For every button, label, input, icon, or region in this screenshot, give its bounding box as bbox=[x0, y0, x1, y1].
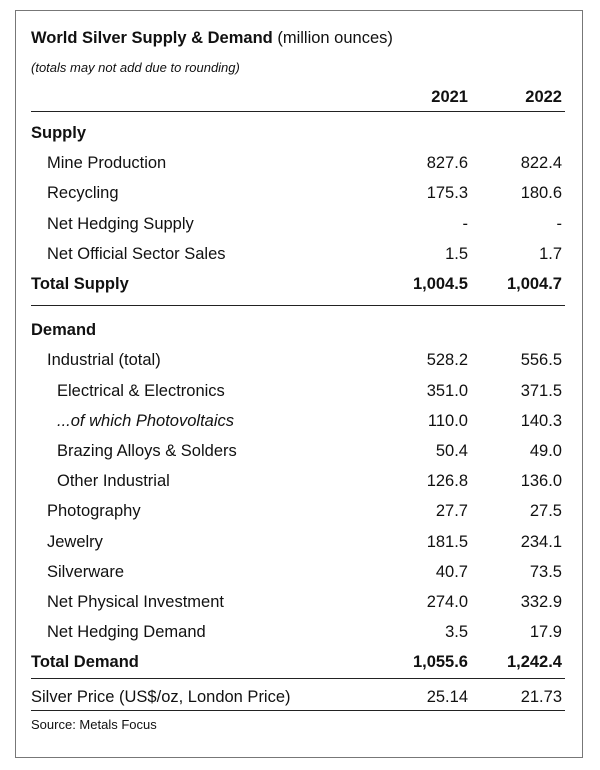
cell: 1.7 bbox=[539, 244, 562, 263]
row-label: Brazing Alloys & Solders bbox=[57, 442, 237, 460]
section-label: Demand bbox=[31, 321, 97, 340]
row-label: Industrial (total) bbox=[47, 351, 161, 370]
price-rule-top bbox=[31, 677, 565, 679]
row-label: Silver Price (US$/oz, London Price) bbox=[31, 687, 291, 706]
row-label: Jewelry bbox=[47, 532, 103, 551]
row-label: Total Supply bbox=[31, 275, 129, 293]
row-label: Silverware bbox=[47, 562, 125, 581]
cell: 140.3 bbox=[520, 411, 562, 430]
column-header: 2022 bbox=[525, 88, 562, 106]
cell: 371.5 bbox=[520, 381, 562, 400]
cell: 274.0 bbox=[426, 593, 468, 611]
table-frame bbox=[15, 10, 583, 758]
row-label: Mine Production bbox=[47, 154, 167, 173]
row-label: Recycling bbox=[47, 184, 119, 203]
cell: 50.4 bbox=[435, 442, 468, 460]
row-label: ...of which Photovoltaics bbox=[57, 411, 235, 430]
cell: - bbox=[556, 214, 563, 233]
section-rule bbox=[31, 305, 565, 307]
cell: 528.2 bbox=[426, 351, 468, 370]
title-unit: (million ounces) bbox=[277, 29, 393, 47]
cell: 3.5 bbox=[445, 623, 468, 642]
row-label: Net Hedging Demand bbox=[47, 623, 206, 642]
cell: 351.0 bbox=[426, 381, 468, 400]
cell: 332.9 bbox=[520, 593, 562, 611]
cell: 180.6 bbox=[520, 184, 562, 203]
cell: 1,004.5 bbox=[412, 275, 468, 293]
cell: 27.7 bbox=[435, 502, 468, 521]
row-label: Net Physical Investment bbox=[47, 593, 224, 611]
title-main: World Silver Supply & Demand bbox=[31, 29, 273, 47]
cell: 175.3 bbox=[426, 184, 468, 203]
cell: 126.8 bbox=[426, 472, 468, 491]
cell: 40.7 bbox=[435, 562, 468, 581]
cell: 827.6 bbox=[426, 154, 468, 173]
column-header: 2021 bbox=[431, 88, 468, 106]
section-label: Supply bbox=[31, 124, 87, 142]
row-label: Net Hedging Supply bbox=[47, 214, 194, 233]
row-label: Photography bbox=[47, 502, 141, 521]
cell: 110.0 bbox=[427, 411, 468, 430]
row-label: Net Official Sector Sales bbox=[47, 244, 226, 263]
title: World Silver Supply & Demand (million ou… bbox=[31, 28, 393, 48]
cell: 17.9 bbox=[529, 623, 562, 642]
note: (totals may not add due to rounding) bbox=[31, 60, 240, 75]
cell: 136.0 bbox=[520, 472, 562, 491]
row-label: Total Demand bbox=[31, 653, 139, 672]
cell: 1,242.4 bbox=[506, 653, 562, 672]
source: Source: Metals Focus bbox=[31, 716, 157, 732]
cell: 556.5 bbox=[520, 351, 562, 370]
cell: 822.4 bbox=[520, 154, 562, 173]
cell: 27.5 bbox=[529, 502, 562, 521]
cell: 25.14 bbox=[426, 687, 468, 706]
cell: 1,055.6 bbox=[412, 653, 468, 672]
cell: - bbox=[462, 214, 469, 233]
cell: 234.1 bbox=[520, 532, 562, 551]
price-rule-bottom bbox=[31, 709, 565, 711]
cell: 181.5 bbox=[426, 532, 468, 551]
row-label: Electrical & Electronics bbox=[57, 381, 225, 400]
cell: 21.73 bbox=[520, 687, 562, 706]
header-rule bbox=[31, 111, 565, 112]
cell: 1.5 bbox=[445, 244, 468, 263]
cell: 73.5 bbox=[529, 562, 562, 581]
row-label: Other Industrial bbox=[57, 472, 170, 491]
cell: 1,004.7 bbox=[506, 275, 562, 293]
cell: 49.0 bbox=[529, 442, 562, 460]
